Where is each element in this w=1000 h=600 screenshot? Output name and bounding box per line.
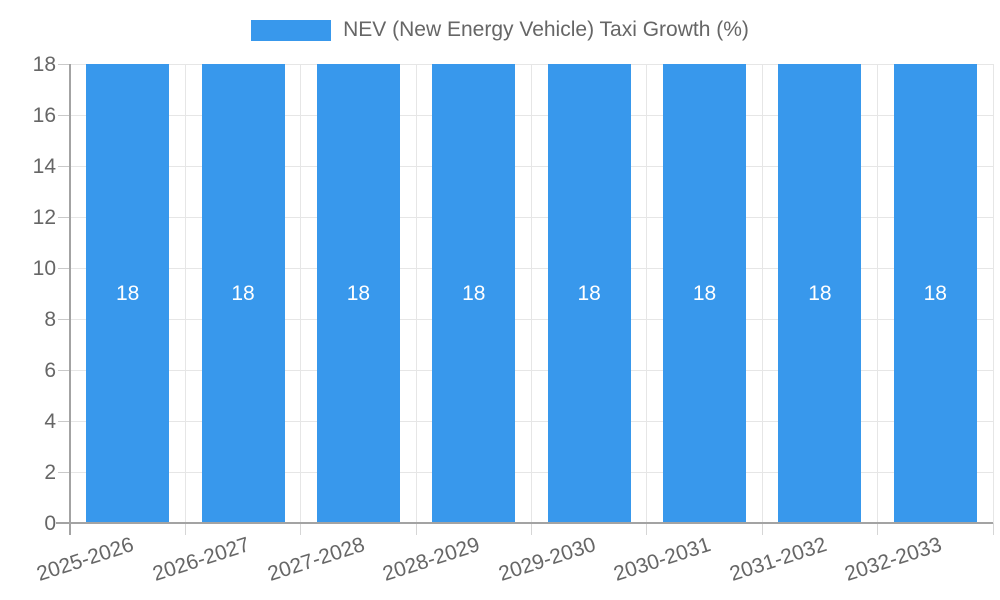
bar[interactable]: 18	[663, 64, 747, 523]
x-tick-mark	[531, 523, 532, 535]
bar[interactable]: 18	[201, 64, 285, 523]
legend-label: NEV (New Energy Vehicle) Taxi Growth (%)	[343, 18, 749, 41]
y-tick-label: 8	[44, 307, 56, 331]
x-tick-label: 2028-2029	[380, 533, 483, 586]
y-tick-mark	[58, 267, 70, 269]
gridline-vertical	[184, 64, 186, 523]
bar-value-label: 18	[116, 282, 140, 305]
bar[interactable]: 18	[316, 64, 400, 523]
y-tick-mark	[58, 471, 70, 473]
bar[interactable]: 18	[893, 64, 977, 523]
bar-value-label: 18	[231, 282, 255, 305]
x-tick-label: 2027-2028	[264, 533, 368, 586]
gridline-vertical	[415, 64, 417, 523]
bar-value-label: 18	[923, 282, 947, 305]
x-tick-label: 2030-2031	[611, 533, 714, 586]
x-tick-label: 2031-2032	[726, 533, 830, 586]
y-tick-label: 12	[32, 205, 56, 229]
gridline-vertical	[646, 64, 648, 523]
bar[interactable]: 18	[547, 64, 631, 523]
gridline-horizontal	[58, 318, 993, 320]
x-axis-line	[56, 522, 993, 524]
y-tick-mark	[58, 63, 70, 65]
gridline-horizontal	[58, 114, 993, 116]
x-tick-mark	[415, 523, 417, 535]
y-tick-mark	[58, 318, 70, 320]
x-tick-label: 2026-2027	[149, 533, 253, 586]
gridline-vertical	[877, 64, 879, 523]
gridline-vertical	[761, 64, 763, 523]
y-tick-mark	[58, 369, 70, 371]
y-tick-mark	[58, 216, 70, 218]
gridline-horizontal	[58, 63, 993, 65]
gridline-vertical	[992, 64, 994, 523]
bar[interactable]: 18	[86, 64, 170, 523]
gridline-horizontal	[58, 267, 993, 269]
gridline-horizontal	[58, 369, 993, 371]
x-tick-mark	[761, 523, 763, 535]
y-tick-label: 0	[44, 511, 56, 535]
x-tick-label: 2032-2033	[841, 533, 945, 586]
y-tick-label: 14	[32, 154, 56, 178]
y-tick-label: 2	[44, 460, 56, 484]
gridline-horizontal	[58, 471, 993, 473]
x-tick-label: 2029-2030	[495, 533, 599, 586]
x-tick-mark	[877, 523, 879, 535]
x-tick-mark	[184, 523, 186, 535]
y-axis-line	[69, 64, 71, 535]
y-tick-label: 18	[32, 52, 56, 76]
y-tick-label: 4	[44, 409, 56, 433]
bar-value-label: 18	[808, 282, 832, 305]
x-tick-mark	[992, 523, 994, 535]
bar-value-label: 18	[577, 282, 601, 305]
legend-swatch	[251, 19, 332, 41]
chart-legend[interactable]: NEV (New Energy Vehicle) Taxi Growth (%)	[0, 17, 1000, 43]
y-tick-mark	[58, 165, 70, 167]
bar[interactable]: 18	[432, 64, 516, 523]
y-tick-mark	[58, 420, 70, 422]
gridline-horizontal	[58, 165, 993, 167]
bar[interactable]: 18	[778, 64, 862, 523]
y-tick-mark	[58, 114, 70, 116]
gridline-vertical	[531, 64, 532, 523]
x-tick-mark	[300, 523, 302, 535]
y-tick-label: 6	[44, 358, 56, 382]
gridline-vertical	[300, 64, 302, 523]
gridline-horizontal	[58, 420, 993, 422]
x-tick-mark	[646, 523, 648, 535]
bar-value-label: 18	[462, 282, 486, 305]
y-tick-label: 16	[32, 103, 56, 127]
bar-value-label: 18	[692, 282, 717, 305]
gridline-horizontal	[58, 216, 993, 218]
y-tick-label: 10	[32, 256, 56, 280]
bar-value-label: 18	[346, 282, 371, 305]
x-tick-label: 2025-2026	[34, 533, 137, 586]
